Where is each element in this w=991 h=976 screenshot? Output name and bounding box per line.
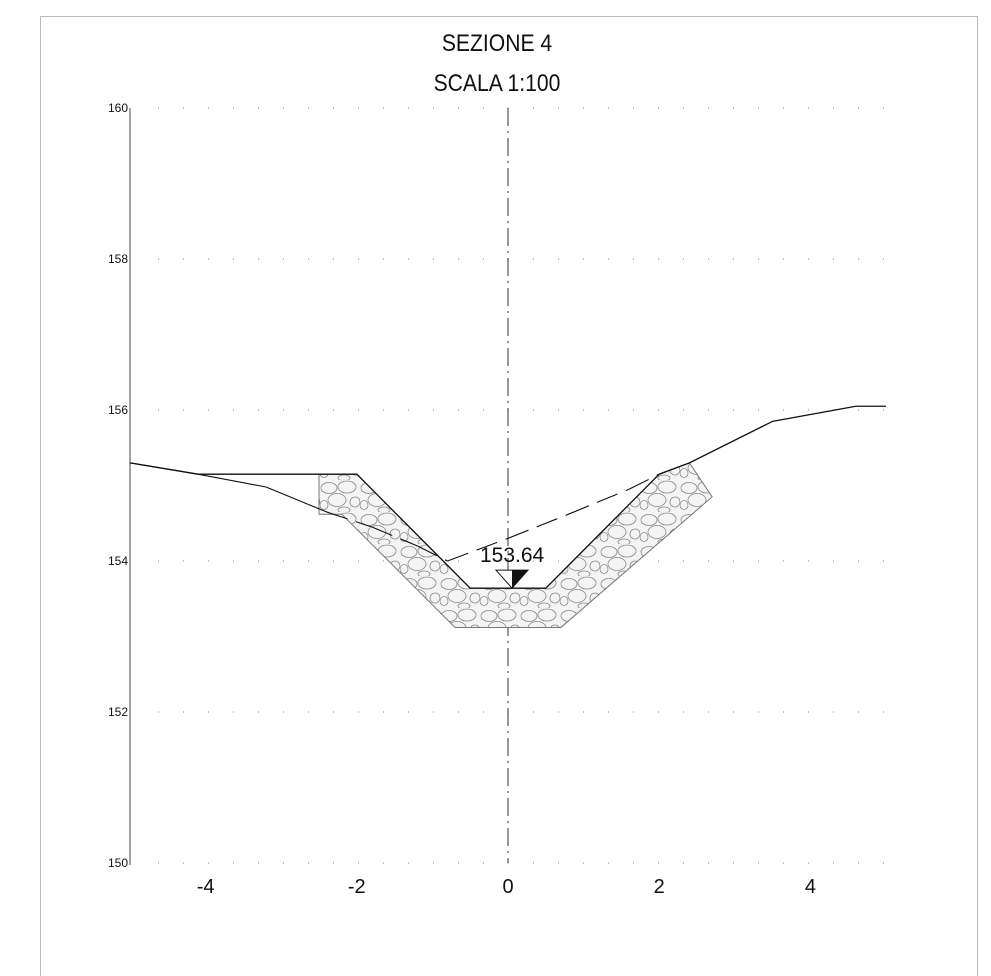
profile-lines bbox=[129, 405, 886, 589]
drawing-frame bbox=[40, 16, 978, 976]
existing-ground-segment bbox=[447, 537, 509, 562]
x-tick-label: -4 bbox=[197, 876, 215, 898]
existing-ground-segment bbox=[507, 513, 569, 539]
existing-ground-segment bbox=[326, 511, 373, 528]
grid-dots bbox=[158, 107, 886, 864]
section-title: SEZIONE 4 bbox=[441, 30, 553, 57]
existing-ground-segment bbox=[417, 545, 448, 562]
existing-ground-segment bbox=[371, 526, 418, 547]
y-tick-label: 158 bbox=[108, 252, 128, 266]
x-tick-label: 0 bbox=[502, 876, 513, 898]
y-tick-label: 152 bbox=[108, 705, 128, 719]
y-tick-label: 150 bbox=[108, 856, 128, 870]
x-tick-label: 2 bbox=[654, 876, 665, 898]
existing-ground-segment bbox=[265, 486, 327, 513]
y-tick-label: 160 bbox=[108, 101, 128, 115]
cross-section-chart: 150 152 154 156 158 160 -4 -2 0 2 4 153.64 bbox=[108, 101, 886, 898]
water-level-label: 153.64 bbox=[480, 544, 545, 567]
y-tick-label: 154 bbox=[108, 554, 128, 568]
existing-ground-segment bbox=[628, 473, 660, 490]
axes: 150 152 154 156 158 160 -4 -2 0 2 4 bbox=[108, 101, 816, 898]
scale-label: SCALA 1:100 bbox=[433, 70, 561, 97]
y-tick-label: 156 bbox=[108, 403, 128, 417]
x-tick-label: -2 bbox=[348, 876, 366, 898]
existing-ground-segment bbox=[197, 473, 267, 488]
annotations: 153.64 bbox=[480, 544, 545, 589]
project-section-line bbox=[129, 405, 886, 589]
x-tick-label: 4 bbox=[805, 876, 816, 898]
water-level-marker-fill bbox=[512, 570, 528, 589]
existing-ground-segment bbox=[568, 488, 630, 515]
